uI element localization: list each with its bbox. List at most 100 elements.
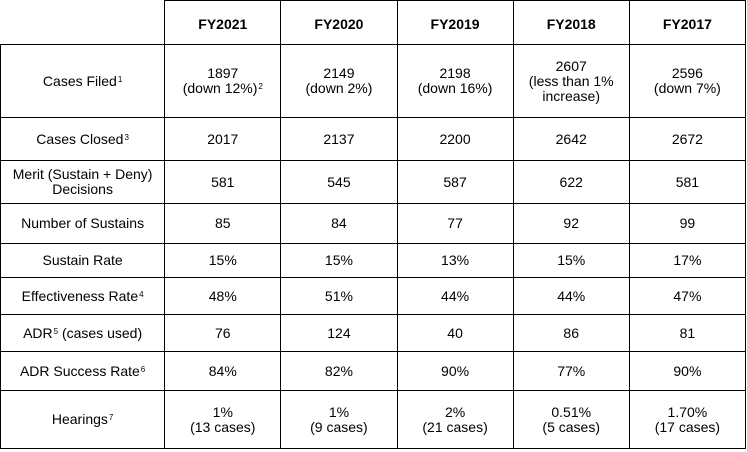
footnote-mark: 1	[117, 74, 123, 84]
footnote-mark: 5	[53, 326, 59, 336]
row-label-text: ADR	[23, 324, 53, 341]
row-label-text: Cases Closed	[36, 130, 124, 147]
table-cell: 82%	[280, 351, 398, 391]
table-cell: 2017	[164, 117, 282, 161]
table-row: ADR Success Rate6 84% 82% 90% 77% 90%	[0, 351, 747, 391]
table-cell: 2642	[512, 117, 630, 161]
table-row: Effectiveness Rate4 48% 51% 44% 44% 47%	[0, 277, 747, 315]
row-label-text: ADR Success Rate	[19, 362, 140, 379]
header-row: FY2021 FY2020 FY2019 FY2018 FY2017	[0, 0, 747, 45]
row-label-text: Effectiveness Rate	[21, 287, 139, 304]
row-label: Cases Filed1	[0, 44, 166, 118]
cell-value: 2%	[444, 403, 466, 420]
table-cell: 44%	[512, 277, 630, 315]
table-cell: 17%	[628, 243, 747, 278]
row-label-suffix: (cases used)	[58, 324, 143, 341]
cell-value: 1.70%	[667, 403, 708, 420]
table-cell: 44%	[396, 277, 514, 315]
table-cell: 1.70% (17 cases)	[628, 390, 747, 449]
table-row: Merit (Sustain + Deny) Decisions 581 545 …	[0, 160, 747, 204]
row-label-text: Cases Filed	[42, 72, 117, 89]
table-cell: 86	[512, 314, 630, 352]
year-header: FY2020	[280, 0, 398, 45]
table-cell: 15%	[280, 243, 398, 278]
cell-value: 1%	[212, 403, 233, 420]
cell-subvalue: (down 7%)	[653, 80, 721, 96]
table-cell: 2149 (down 2%)	[280, 44, 398, 118]
year-header: FY2018	[512, 0, 630, 45]
row-label: Hearings7	[0, 390, 166, 449]
table-cell: 48%	[164, 277, 282, 315]
cell-subvalue: (down 16%)	[417, 80, 493, 96]
cell-value: 1%	[328, 403, 350, 420]
table-cell: 15%	[164, 243, 282, 278]
cell-value: 2149	[323, 65, 355, 81]
footnote-mark: 3	[124, 132, 129, 142]
table-cell: 2198 (down 16%)	[396, 44, 514, 118]
footnote-mark: 4	[139, 289, 144, 299]
row-label-text: Merit (Sustain + Deny)	[12, 166, 153, 182]
row-label: Sustain Rate	[0, 243, 166, 278]
year-header: FY2021	[164, 0, 282, 45]
table-cell: 2607 (less than 1% increase)	[512, 44, 630, 118]
table-row: Cases Filed1 1897 (down 12%)2 2149 (down 2…	[0, 44, 747, 118]
row-label: ADR5 (cases used)	[0, 314, 166, 352]
cell-value: 1897	[207, 65, 239, 81]
table-cell: 545	[280, 160, 398, 204]
cell-subvalue: (13 cases)	[190, 418, 256, 435]
footnote-mark: 6	[140, 364, 146, 374]
year-header: FY2019	[396, 0, 514, 45]
table-row: Sustain Rate 15% 15% 13% 15% 17%	[0, 243, 747, 278]
table-cell: 622	[512, 160, 630, 204]
table-cell: 587	[396, 160, 514, 204]
row-label-text: Hearings	[51, 411, 108, 427]
table-cell: 2137	[280, 117, 398, 161]
table-cell: 2596 (down 7%)	[628, 44, 747, 118]
cell-value: 2198	[439, 65, 471, 81]
cell-subvalue: (17 cases)	[654, 418, 721, 435]
table-cell: 581	[164, 160, 282, 204]
table-row: Cases Closed3 2017 2137 2200 2642 2672	[0, 117, 747, 161]
table-cell: 84	[280, 203, 398, 244]
table-cell: 15%	[512, 243, 630, 278]
table-cell: 1% (9 cases)	[280, 390, 398, 449]
cell-subvalue: (5 cases)	[542, 418, 600, 435]
row-label: Number of Sustains	[0, 203, 166, 244]
table-row: Hearings7 1% (13 cases) 1% (9 cases) 2% (21…	[0, 390, 747, 449]
footnote-mark: 2	[258, 82, 263, 91]
table-cell: 2672	[628, 117, 747, 161]
cell-value: 0.51%	[551, 403, 592, 420]
table-cell: 40	[396, 314, 514, 352]
table-cell: 2% (21 cases)	[396, 390, 514, 449]
table-cell: 76	[164, 314, 282, 352]
table-cell: 77	[396, 203, 514, 244]
table-cell: 84%	[164, 351, 282, 391]
row-label: Cases Closed3	[0, 117, 166, 161]
cell-value: 2596	[671, 65, 703, 81]
cell-value: 2607	[555, 57, 587, 74]
footnote-mark: 7	[108, 413, 114, 422]
table-row: Number of Sustains 85 84 77 92 99	[0, 203, 747, 244]
cell-subvalue: (down 2%)	[305, 80, 373, 96]
cell-subvalue: (down 12%)	[182, 80, 258, 96]
table-cell: 81	[628, 314, 747, 352]
table-cell: 2200	[396, 117, 514, 161]
table-cell: 85	[164, 203, 282, 244]
table-cell: 90%	[628, 351, 747, 391]
table-cell: 99	[628, 203, 747, 244]
table-cell: 1897 (down 12%)2	[164, 44, 282, 118]
table-cell: 124	[280, 314, 398, 352]
cell-subvalue: (less than 1%	[528, 72, 614, 89]
row-label-text: Decisions	[52, 181, 113, 197]
row-label: Effectiveness Rate4	[0, 277, 166, 315]
table-cell: 77%	[512, 351, 630, 391]
table-cell: 0.51% (5 cases)	[512, 390, 630, 449]
table-cell: 47%	[628, 277, 747, 315]
table-cell: 13%	[396, 243, 514, 278]
table-row: ADR5 (cases used) 76 124 40 86 81	[0, 314, 747, 352]
table-cell: 1% (13 cases)	[164, 390, 282, 449]
table-cell: 581	[628, 160, 747, 204]
row-label: ADR Success Rate6	[0, 351, 166, 391]
cell-subvalue: (9 cases)	[310, 418, 368, 435]
